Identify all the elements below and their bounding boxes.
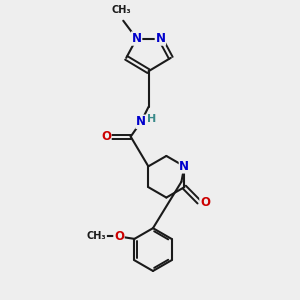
Text: O: O [114,230,124,243]
Text: CH₃: CH₃ [87,232,106,242]
Text: O: O [200,196,210,208]
Text: N: N [132,32,142,45]
Text: N: N [179,160,189,173]
Text: O: O [101,130,111,143]
Text: N: N [136,115,146,128]
Text: H: H [147,114,156,124]
Text: CH₃: CH₃ [112,5,132,15]
Text: N: N [155,32,165,45]
